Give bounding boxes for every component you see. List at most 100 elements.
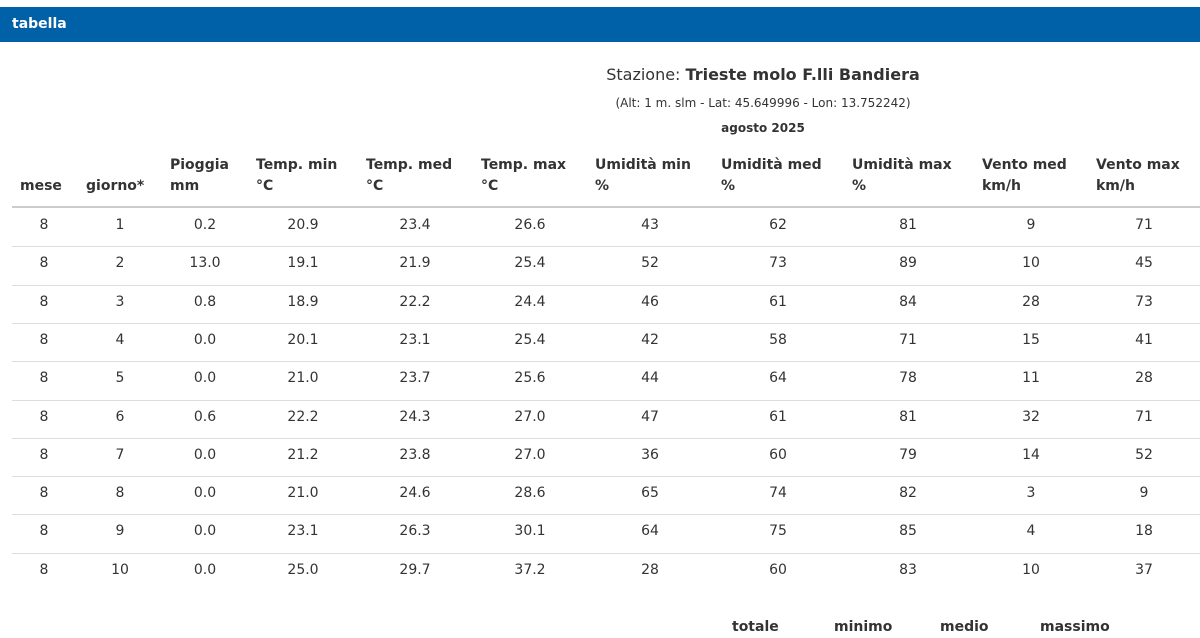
table-cell: 71 xyxy=(1135,408,1153,425)
table-cell: 85 xyxy=(899,523,917,540)
table-cell: 65 xyxy=(641,485,659,502)
table-cell: 8 xyxy=(39,408,49,425)
table-cell: 26.3 xyxy=(399,523,431,540)
table-cell: 8 xyxy=(115,485,125,502)
table-cell: 0.0 xyxy=(193,370,217,387)
table-cell: 27.0 xyxy=(514,446,546,463)
summary-header: medio xyxy=(940,619,989,635)
column-header: °C xyxy=(366,178,384,194)
table-cell: 9 xyxy=(1026,217,1036,233)
table-cell: 23.4 xyxy=(399,217,431,233)
table-cell: 8 xyxy=(39,561,49,578)
station-label: Stazione: xyxy=(606,65,681,84)
table-cell: 84 xyxy=(899,293,917,310)
table-cell: 42 xyxy=(641,331,659,348)
column-header: Umidità min xyxy=(595,157,691,173)
table-cell: 21.0 xyxy=(287,485,319,502)
table-cell: 8 xyxy=(39,255,49,272)
table-cell: 0.0 xyxy=(193,485,217,502)
table-cell: 64 xyxy=(769,370,787,387)
table-cell: 45 xyxy=(1135,255,1153,272)
table-cell: 41 xyxy=(1135,331,1153,348)
row-rule xyxy=(12,361,1200,363)
column-header: mm xyxy=(170,178,200,194)
row-rule xyxy=(12,476,1200,478)
table-cell: 37 xyxy=(1135,561,1153,578)
table-cell: 18.9 xyxy=(287,293,319,310)
table-cell: 23.1 xyxy=(399,331,431,348)
row-rule xyxy=(12,399,1200,401)
table-cell: 25.6 xyxy=(514,370,546,387)
table-cell: 25.0 xyxy=(287,561,319,578)
column-header: Temp. med xyxy=(366,157,453,173)
table-cell: 58 xyxy=(769,331,787,348)
table-cell: 7 xyxy=(115,446,125,463)
table-cell: 75 xyxy=(769,523,787,540)
row-rule xyxy=(12,246,1200,248)
table-cell: 4 xyxy=(115,331,125,348)
column-header: Vento max xyxy=(1096,157,1180,173)
table-cell: 23.8 xyxy=(399,446,431,463)
table-cell: 37.2 xyxy=(514,561,546,578)
table-cell: 9 xyxy=(115,523,125,540)
table-cell: 73 xyxy=(1135,293,1153,310)
station-coords: (Alt: 1 m. slm - Lat: 45.649996 - Lon: 1… xyxy=(615,96,911,110)
table-cell: 8 xyxy=(39,293,49,310)
table-cell: 83 xyxy=(899,561,917,578)
column-header: % xyxy=(721,178,736,194)
table-cell: 6 xyxy=(115,408,125,425)
column-header: giorno* xyxy=(86,178,145,194)
table-cell: 8 xyxy=(39,370,49,387)
table-cell: 52 xyxy=(1135,446,1153,463)
table-cell: 81 xyxy=(899,408,917,425)
table-cell: 18 xyxy=(1135,523,1153,540)
table-cell: 0.0 xyxy=(193,446,217,463)
table-cell: 8 xyxy=(39,331,49,348)
table-cell: 8 xyxy=(39,485,49,502)
table-cell: 8 xyxy=(39,446,49,463)
table-cell: 71 xyxy=(899,331,917,348)
table-cell: 32 xyxy=(1022,408,1040,425)
table-cell: 78 xyxy=(899,370,917,387)
summary-header: minimo xyxy=(834,619,893,635)
column-header: km/h xyxy=(982,178,1021,194)
table-cell: 3 xyxy=(1026,485,1036,502)
column-header: Umidità max xyxy=(852,157,952,173)
table-cell: 28 xyxy=(641,561,659,578)
table-cell: 22.2 xyxy=(399,293,431,310)
table-cell: 24.6 xyxy=(399,485,431,502)
table-cell: 61 xyxy=(769,293,787,310)
column-header: Vento med xyxy=(982,157,1067,173)
row-rule xyxy=(12,284,1200,286)
table-cell: 13.0 xyxy=(189,255,221,272)
header-bar: tabella xyxy=(0,7,1200,42)
table-cell: 79 xyxy=(899,446,917,463)
table-cell: 1 xyxy=(115,217,125,233)
table-cell: 2 xyxy=(115,255,125,272)
table-cell: 19.1 xyxy=(287,255,319,272)
table-cell: 60 xyxy=(769,561,787,578)
header-rule xyxy=(12,206,1200,208)
table-cell: 4 xyxy=(1026,523,1036,540)
table-cell: 28.6 xyxy=(514,485,546,502)
table-cell: 73 xyxy=(769,255,787,272)
table-cell: 8 xyxy=(39,217,49,233)
table-cell: 15 xyxy=(1022,331,1040,348)
table-cell: 22.2 xyxy=(287,408,319,425)
table-cell: 74 xyxy=(769,485,787,502)
table-cell: 8 xyxy=(39,523,49,540)
table-cell: 29.7 xyxy=(399,561,431,578)
table-cell: 23.1 xyxy=(287,523,319,540)
table-cell: 81 xyxy=(899,217,917,233)
table-cell: 27.0 xyxy=(514,408,546,425)
table-cell: 71 xyxy=(1135,217,1153,233)
table-cell: 62 xyxy=(769,217,787,233)
station-period: agosto 2025 xyxy=(721,121,805,135)
summary-header: totale xyxy=(732,619,779,635)
station-line: Stazione: Trieste molo F.lli Bandiera xyxy=(463,65,1063,84)
table-cell: 52 xyxy=(641,255,659,272)
table-cell: 0.0 xyxy=(193,523,217,540)
row-rule xyxy=(12,552,1200,554)
table-cell: 24.4 xyxy=(514,293,546,310)
